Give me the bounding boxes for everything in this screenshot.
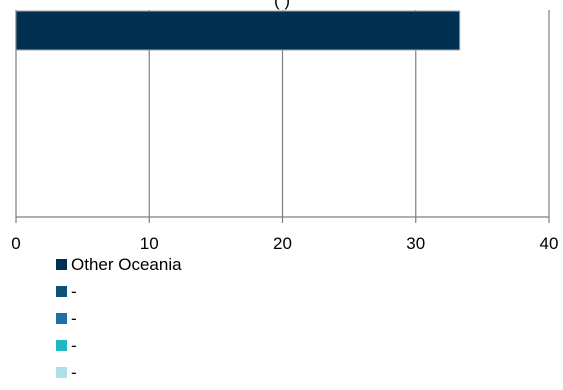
x-tick-label: 20 [273,234,292,253]
x-tick-label: 0 [11,234,20,253]
bar-other-oceania [15,10,461,51]
legend-swatch [56,286,67,297]
legend-label: - [71,336,77,355]
legend-swatch [56,367,67,378]
legend-label: - [71,363,77,382]
legend-label: - [71,309,77,328]
x-tick-label: 40 [540,234,559,253]
legend: Other Oceania - - - - [56,255,182,382]
axes [15,10,550,223]
legend-swatch [56,313,67,324]
x-tick-label: 10 [140,234,159,253]
legend-label: Other Oceania [71,255,182,274]
x-tick-label: 30 [406,234,425,253]
chart-title: ( ) [274,0,290,10]
bars [15,10,461,51]
legend-label: - [71,282,77,301]
legend-swatch [56,259,67,270]
legend-swatch [56,340,67,351]
tick-labels: 0 10 20 30 40 [11,234,558,253]
